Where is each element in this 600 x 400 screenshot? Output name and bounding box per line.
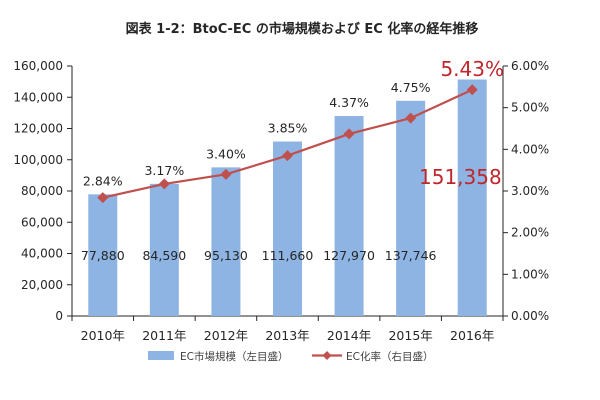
y-right-tick-label: 4.00% bbox=[511, 142, 549, 156]
legend-bar-swatch bbox=[148, 351, 174, 360]
rate-point bbox=[282, 150, 293, 162]
bar bbox=[149, 183, 179, 316]
bar-value-label: 84,590 bbox=[142, 248, 186, 263]
bar-value-label: 127,970 bbox=[323, 248, 375, 263]
rate-label: 4.75% bbox=[391, 80, 431, 95]
rate-label: 3.85% bbox=[268, 121, 308, 136]
x-tick-label: 2012年 bbox=[204, 328, 248, 343]
y-right-tick-label: 6.00% bbox=[511, 59, 549, 73]
y-left-tick-label: 0 bbox=[55, 309, 63, 323]
bar bbox=[396, 100, 426, 316]
y-left-tick-label: 80,000 bbox=[21, 184, 63, 198]
rate-point bbox=[405, 112, 417, 124]
y-right-tick-label: 2.00% bbox=[511, 226, 549, 240]
y-right-tick-label: 1.00% bbox=[511, 267, 549, 281]
rate-label: 2.84% bbox=[83, 173, 123, 188]
bar bbox=[273, 141, 302, 316]
y-right-tick-label: 3.00% bbox=[511, 184, 549, 198]
y-left-tick-label: 140,000 bbox=[13, 90, 63, 104]
x-tick-label: 2016年 bbox=[450, 328, 494, 343]
bar-value-label: 111,660 bbox=[262, 248, 314, 263]
x-tick-label: 2013年 bbox=[265, 328, 309, 343]
axes: 0 20,000 40,000 60,000 80,000 100,000 120,000 1… bbox=[13, 59, 549, 343]
rate-label-highlight: 5.43% bbox=[440, 57, 504, 81]
legend-bar-label: EC市場規模（左目盛） bbox=[180, 350, 288, 363]
y-left-tick-label: 100,000 bbox=[13, 153, 63, 167]
line-series bbox=[97, 84, 478, 204]
y-left-tick-label: 20,000 bbox=[21, 278, 63, 292]
bar-value-label: 77,880 bbox=[81, 248, 125, 263]
bar-value-label-highlight: 151,358 bbox=[419, 165, 502, 189]
legend: EC市場規模（左目盛） EC化率（右目盛） bbox=[148, 350, 433, 363]
x-tick-label: 2010年 bbox=[81, 328, 125, 343]
x-tick-label: 2014年 bbox=[327, 328, 371, 343]
data-labels: 77,880 84,590 95,130 111,660 127,970 137,746 1… bbox=[81, 57, 504, 263]
y-left-tick-label: 160,000 bbox=[13, 59, 63, 73]
bar-value-label: 137,746 bbox=[385, 248, 437, 263]
bar bbox=[88, 194, 118, 316]
y-left-tick-label: 60,000 bbox=[21, 215, 63, 229]
x-tick-label: 2011年 bbox=[142, 328, 186, 343]
bar bbox=[334, 116, 364, 316]
x-tick-label: 2015年 bbox=[388, 328, 432, 343]
bar bbox=[457, 79, 487, 316]
legend-line-marker bbox=[322, 351, 332, 360]
y-right-tick-label: 5.00% bbox=[511, 101, 549, 115]
chart-title: 図表 1-2：BtoC-EC の市場規模および EC 化率の経年推移 bbox=[126, 21, 479, 37]
rate-point bbox=[343, 128, 355, 140]
bar bbox=[211, 167, 241, 316]
bar-value-label: 95,130 bbox=[204, 248, 248, 263]
rate-point bbox=[220, 168, 232, 180]
rate-point bbox=[466, 84, 478, 96]
rate-label: 4.37% bbox=[329, 95, 369, 110]
y-right-tick-label: 0.00% bbox=[511, 309, 549, 323]
rate-point bbox=[158, 178, 170, 190]
legend-line-label: EC化率（右目盛） bbox=[346, 350, 433, 363]
rate-label: 3.40% bbox=[206, 146, 246, 161]
y-left-tick-label: 40,000 bbox=[21, 247, 63, 261]
y-left-tick-label: 120,000 bbox=[13, 122, 63, 136]
bar-series bbox=[88, 79, 487, 316]
rate-label: 3.17% bbox=[144, 163, 184, 178]
rate-point bbox=[97, 192, 109, 204]
